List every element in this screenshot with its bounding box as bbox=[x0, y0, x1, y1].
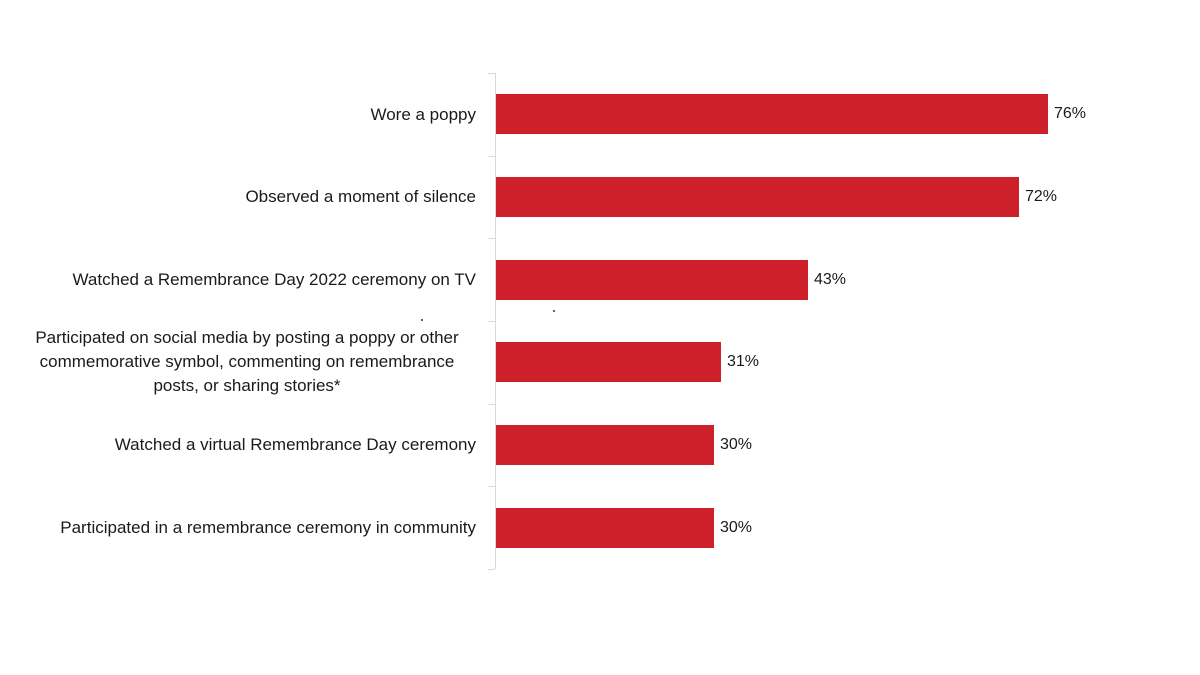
category-label-virtual-ceremony: Watched a virtual Remembrance Day ceremo… bbox=[114, 435, 476, 454]
axis-tick bbox=[488, 156, 495, 157]
bar bbox=[496, 425, 714, 465]
category-label-line: Participated on social media by posting … bbox=[35, 328, 459, 347]
category-label-social-media: Participated on social media by posting … bbox=[12, 326, 482, 398]
axis-tick bbox=[488, 486, 495, 487]
bar bbox=[496, 260, 808, 300]
stray-dot bbox=[421, 319, 423, 321]
category-label-tv-ceremony: Watched a Remembrance Day 2022 ceremony … bbox=[72, 270, 476, 289]
category-label-community-ceremony: Participated in a remembrance ceremony i… bbox=[60, 518, 476, 537]
category-axis-line bbox=[495, 73, 496, 569]
value-label: 43% bbox=[814, 271, 847, 288]
axis-tick bbox=[488, 404, 495, 405]
axis-tick bbox=[488, 321, 495, 322]
axis-tick bbox=[488, 238, 495, 239]
value-label: 76% bbox=[1054, 105, 1087, 122]
bar bbox=[496, 508, 714, 548]
stray-dot bbox=[553, 310, 555, 312]
axis-tick bbox=[488, 569, 495, 570]
value-label: 30% bbox=[720, 436, 753, 453]
bar bbox=[496, 94, 1048, 134]
bar bbox=[496, 342, 721, 382]
axis-tick bbox=[488, 73, 495, 74]
bar bbox=[496, 177, 1019, 217]
category-label-line: posts, or sharing stories* bbox=[153, 376, 341, 395]
value-label: 72% bbox=[1025, 188, 1058, 205]
category-label-wore-poppy: Wore a poppy bbox=[370, 105, 476, 124]
category-label-line: commemorative symbol, commenting on reme… bbox=[39, 352, 455, 371]
value-label: 30% bbox=[720, 519, 753, 536]
category-label-moment-of-silence: Observed a moment of silence bbox=[245, 187, 476, 206]
value-label: 31% bbox=[727, 353, 760, 370]
